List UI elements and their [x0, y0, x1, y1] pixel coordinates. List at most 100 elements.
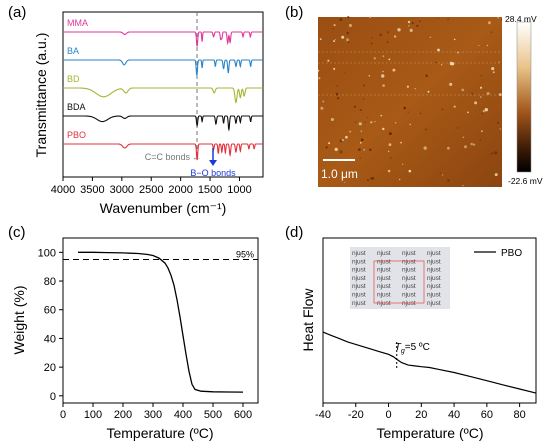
inset-word: njust	[377, 292, 391, 299]
afm-particle	[392, 69, 395, 72]
afm-particle	[369, 16, 371, 18]
afm-particle	[346, 38, 349, 41]
afm-particle	[367, 117, 368, 118]
afm-particle	[407, 86, 409, 88]
panel-d-axes: -40 -20 0 20 40 60 80	[315, 403, 526, 421]
panel-a-series-pbo-label: PBO	[67, 130, 86, 140]
afm-particle	[483, 110, 485, 112]
afm-particle	[478, 45, 479, 46]
afm-particle	[399, 179, 400, 180]
afm-particle	[440, 173, 441, 174]
afm-particle	[400, 142, 402, 144]
afm-particle	[442, 109, 444, 111]
afm-particle	[335, 39, 336, 40]
afm-particle	[425, 74, 428, 77]
panel-a-series-bd-label: BD	[67, 74, 80, 84]
afm-particle	[387, 31, 389, 33]
panel-d: (d) -40 -20 0 20 40 60 80 njust njust njust njust…	[285, 224, 536, 441]
panel-c-ytick-label: 40	[44, 333, 56, 345]
afm-particle	[382, 84, 385, 87]
panel-d-tg-label: Tg=5 ºC	[395, 342, 430, 355]
afm-particle	[389, 59, 391, 61]
afm-particle	[425, 128, 427, 130]
afm-particle	[382, 128, 384, 130]
afm-particle	[498, 61, 499, 62]
panel-d-xtick-label: 80	[513, 409, 525, 421]
afm-particle	[464, 145, 467, 148]
afm-particle	[337, 85, 339, 87]
afm-particle	[335, 148, 338, 151]
afm-particle	[457, 127, 458, 128]
inset-word: njust	[352, 283, 366, 290]
afm-particle	[395, 122, 397, 124]
afm-particle	[470, 143, 473, 146]
afm-particle	[388, 151, 389, 152]
inset-word: njust	[402, 267, 416, 274]
afm-particle	[344, 182, 345, 183]
panel-d-xtick-label: 20	[415, 409, 427, 421]
scale-bar-label: 1.0 μm	[321, 167, 358, 181]
afm-particle	[493, 71, 495, 73]
afm-particle	[487, 45, 488, 46]
inset-word: njust	[427, 275, 441, 282]
afm-particle	[331, 118, 334, 121]
inset-word: njust	[352, 275, 366, 282]
afm-particle	[322, 101, 324, 103]
panel-d-legend-label: PBO	[501, 248, 522, 259]
afm-particle	[447, 179, 449, 181]
afm-particle	[370, 121, 372, 123]
afm-particle	[371, 43, 372, 44]
afm-particle	[388, 170, 391, 173]
afm-particle	[408, 21, 410, 23]
panel-d-xtick-label: 40	[448, 409, 460, 421]
panel-a-xtick-label: 4000	[51, 184, 75, 196]
afm-particle	[369, 149, 372, 152]
afm-particle	[347, 16, 349, 18]
panel-a-label: (a)	[8, 4, 26, 21]
afm-particle	[409, 170, 412, 173]
panel-d-label: (d)	[285, 224, 303, 241]
afm-particle	[481, 75, 483, 77]
afm-particle	[491, 31, 493, 33]
colorbar-min-label: -22.6 mV	[508, 176, 543, 186]
panel-c-xtick-label: 200	[114, 409, 132, 421]
panel-a-series-ba-label: BA	[67, 46, 79, 56]
colorbar-max-label: 28.4 mV	[505, 14, 537, 24]
afm-particle	[390, 157, 391, 158]
inset-word: njust	[377, 267, 391, 274]
inset-word: njust	[402, 258, 416, 265]
afm-particle	[461, 89, 464, 92]
afm-particle	[347, 32, 349, 34]
afm-particle	[449, 83, 452, 86]
afm-particle	[491, 152, 493, 154]
panel-a-xlabel: Wavenumber (cm⁻¹)	[100, 200, 227, 216]
afm-particle	[408, 25, 410, 27]
afm-particle	[336, 93, 339, 96]
afm-particle	[381, 74, 384, 77]
afm-particle	[380, 115, 382, 117]
afm-particle	[340, 18, 343, 21]
afm-particle	[454, 39, 456, 41]
panel-a-xtick-label: 2000	[168, 184, 192, 196]
inset-word: njust	[427, 292, 441, 299]
afm-particle	[416, 25, 418, 27]
afm-particle	[488, 21, 491, 24]
panel-a-xticks: 4000 3500 3000 2500 2000 1500 1000	[51, 177, 252, 196]
afm-particle	[412, 22, 414, 24]
afm-particle	[471, 93, 473, 95]
panel-a-xtick-label: 3500	[80, 184, 104, 196]
afm-particle	[473, 144, 475, 146]
afm-particle	[349, 24, 352, 27]
afm-particle	[397, 28, 400, 31]
afm-particle	[363, 84, 365, 86]
afm-particle	[474, 101, 477, 104]
afm-particle	[370, 177, 373, 180]
panel-a-xtick-label: 1500	[198, 184, 222, 196]
inset-word: njust	[377, 275, 391, 282]
panel-c-ytick-label: 60	[44, 305, 56, 317]
afm-particle	[499, 93, 502, 96]
panel-d-xlabel: Temperature (ºC)	[376, 425, 483, 441]
afm-particle	[480, 96, 482, 98]
afm-particle	[419, 20, 421, 22]
